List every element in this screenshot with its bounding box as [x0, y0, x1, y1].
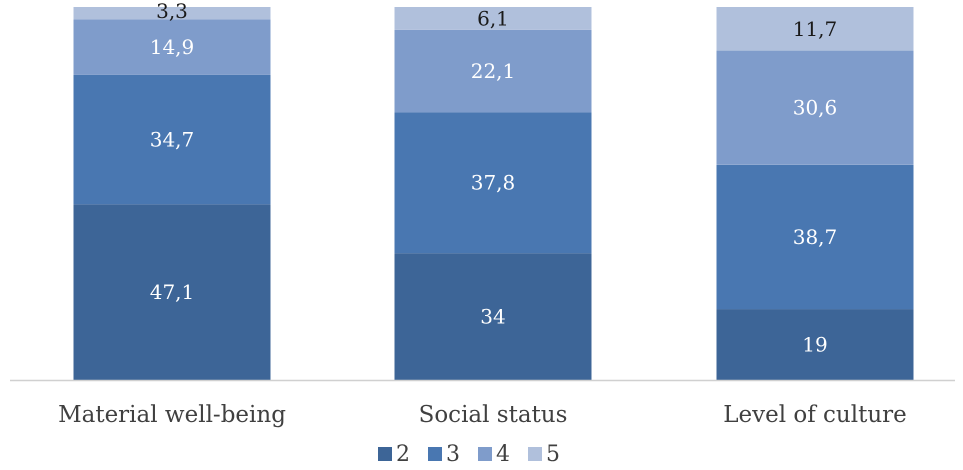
data-label: 11,7 [793, 17, 838, 41]
bar-segment [716, 7, 914, 51]
data-label: 14,9 [150, 35, 195, 59]
bar-segment [73, 204, 271, 380]
data-label: 22,1 [471, 59, 516, 83]
category-label: Level of culture [723, 402, 907, 428]
value-labels-layer: 47,1 34,7 14,9 3,3 34 37,8 22,1 6,1 19 38,7 30,6 11… [150, 0, 838, 357]
data-label: 6,1 [477, 6, 509, 30]
bar-segment [73, 74, 271, 205]
bar-segment [716, 50, 914, 165]
bar-segment [394, 29, 592, 113]
legend-swatch [428, 447, 442, 461]
legend-label: 3 [446, 442, 460, 467]
legend-label: 5 [546, 442, 560, 467]
bars-layer [73, 7, 914, 380]
data-label: 34,7 [150, 128, 195, 152]
bar-segment [716, 309, 914, 380]
data-label: 37,8 [471, 171, 516, 195]
bar-segment [73, 7, 271, 20]
category-label: Social status [419, 402, 568, 428]
bar-segment [394, 7, 592, 30]
data-label: 47,1 [150, 280, 195, 304]
bar-segment [394, 253, 592, 380]
category-labels-layer: Material well-being Social status Level of… [58, 402, 907, 428]
bar-segment [394, 112, 592, 254]
bar-segment [716, 164, 914, 310]
legend-label: 2 [396, 442, 410, 467]
data-label: 34 [480, 305, 505, 329]
legend-swatch [528, 447, 542, 461]
legend-label: 4 [496, 442, 510, 467]
legend-swatch [378, 447, 392, 461]
legend-swatch [478, 447, 492, 461]
category-label: Material well-being [58, 402, 286, 428]
legend: 2 3 4 5 [378, 442, 560, 467]
data-label: 3,3 [156, 0, 188, 23]
data-label: 30,6 [793, 96, 838, 120]
data-label: 19 [802, 333, 827, 357]
data-label: 38,7 [793, 225, 838, 249]
bar-segment [73, 19, 271, 75]
